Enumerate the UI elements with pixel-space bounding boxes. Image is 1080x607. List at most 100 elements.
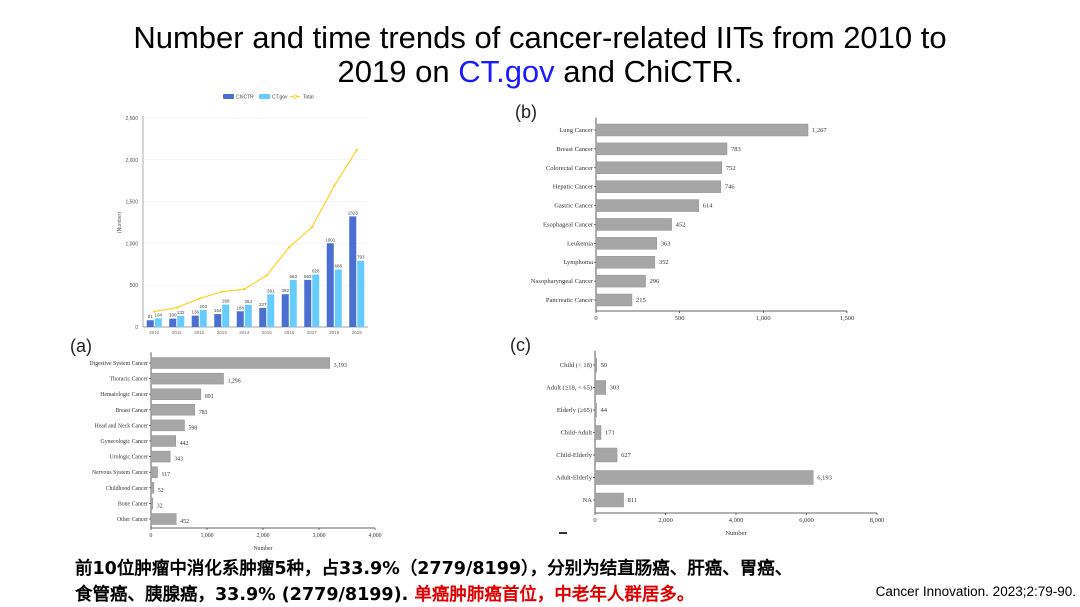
category-label: Gastric Cancer — [554, 203, 594, 210]
panel-label: (c) — [510, 335, 531, 355]
bar — [594, 492, 624, 508]
total-point — [333, 184, 336, 187]
data-label: 203 — [199, 304, 207, 309]
bar — [150, 497, 153, 510]
legend-marker — [292, 94, 297, 99]
bar — [594, 402, 597, 418]
bar — [595, 218, 672, 231]
title-text: and ChiCTR. — [554, 54, 743, 89]
data-label: 1,267 — [812, 127, 827, 134]
x-tick-label: 0 — [150, 533, 153, 539]
x-tick-label: 2013 — [217, 330, 228, 335]
data-label: 215 — [636, 297, 646, 304]
category-label: Digestive System Cancer — [89, 361, 148, 367]
category-label: Colorectal Cancer — [546, 165, 594, 172]
bar — [150, 466, 158, 478]
bar — [595, 161, 723, 174]
total-point — [243, 288, 246, 291]
bar-chictr — [236, 311, 244, 327]
total-point — [310, 226, 313, 229]
summary-line2: 食管癌、胰腺癌，33.9% (2779/8199). 单癌肿肺癌首位，中老年人群… — [75, 581, 694, 606]
x-tick-label: 2012 — [194, 330, 205, 335]
category-label: Hematologic Cancer — [100, 392, 148, 398]
bar-chictr — [191, 315, 199, 327]
category-label: Hepatic Cancer — [553, 184, 594, 191]
data-label: 117 — [162, 472, 171, 478]
category-label: Nasopharyngeal Cancer — [531, 278, 594, 285]
data-label: 136 — [191, 310, 199, 315]
bar-ctgov — [199, 310, 207, 327]
bar-ctgov — [334, 269, 342, 327]
x-tick-label: 2014 — [239, 330, 250, 335]
data-label: 343 — [174, 457, 183, 463]
bar — [595, 123, 809, 137]
x-tick-label: 6,000 — [799, 517, 814, 524]
legend-label: CT.gov — [272, 95, 288, 101]
category-label: Child (< 18) — [560, 362, 592, 369]
slide-title-line1: Number and time trends of cancer-related… — [133, 20, 947, 55]
x-tick-label: 3,000 — [312, 533, 325, 539]
data-label: 563 — [289, 274, 297, 279]
category-label: Other Cancer — [117, 517, 148, 523]
x-tick-label: 2,000 — [256, 533, 269, 539]
bar — [150, 435, 176, 447]
bar-ctgov — [267, 294, 275, 327]
data-label: 296 — [650, 278, 661, 285]
data-label: 452 — [676, 221, 686, 228]
y-tick-label: 2,500 — [125, 116, 138, 122]
y-tick-label: 500 — [130, 283, 139, 289]
summary-highlight: 单癌肿肺癌首位，中老年人群居多。 — [414, 585, 695, 605]
bar — [595, 237, 657, 250]
citation: Cancer Innovation. 2023;2:79-90. — [875, 584, 1076, 599]
y-tick-label: 1,500 — [125, 200, 138, 206]
bar — [594, 425, 602, 440]
category-label: Adult (≥18, < 65) — [546, 385, 592, 392]
category-label: Breast Cancer — [556, 146, 593, 153]
bar — [594, 380, 606, 395]
bar-ctgov — [312, 274, 320, 327]
data-label: 6,193 — [817, 475, 832, 482]
category-label: Esophageal Cancer — [543, 221, 594, 228]
bar — [150, 388, 202, 400]
total-point — [288, 245, 291, 249]
summary-line1: 前10位肿瘤中消化系肿瘤5种，占33.9%（2779/8199），分别为结直肠癌… — [75, 559, 793, 579]
data-label: 793 — [357, 255, 365, 260]
legend-label: Total — [303, 95, 314, 101]
data-label: 1323 — [348, 210, 359, 215]
ctgov-link[interactable]: CT.gov — [458, 54, 555, 89]
bar — [594, 357, 597, 373]
category-label: Child-Elderly — [556, 452, 592, 459]
data-label: 188 — [236, 305, 244, 310]
bar-chictr — [304, 279, 312, 327]
category-label: Pancreatic Cancer — [546, 297, 594, 304]
data-label: 563 — [304, 274, 312, 279]
data-label: 391 — [267, 288, 275, 293]
legend-swatch — [223, 94, 234, 99]
panel-label: (b) — [515, 102, 537, 122]
legend-label: ChiCTR — [236, 95, 254, 101]
data-label: 154 — [214, 308, 222, 313]
bar — [595, 293, 633, 307]
summary-text: 食管癌、胰腺癌，33.9% (2779/8199). — [75, 585, 415, 605]
y-tick-label: 2,000 — [125, 158, 138, 164]
slide-title-line2: 2019 on CT.gov and ChiCTR. — [0, 55, 1080, 88]
bar — [150, 372, 224, 385]
data-label: 628 — [312, 268, 320, 273]
x-tick-label: 2017 — [307, 330, 318, 335]
bar — [595, 142, 728, 156]
bar-chictr — [259, 308, 267, 327]
data-label: 627 — [621, 452, 632, 459]
x-tick-label: 500 — [675, 315, 685, 322]
data-label: 746 — [725, 184, 736, 191]
data-label: 264 — [244, 299, 252, 304]
bar-ctgov — [177, 315, 185, 327]
bar-ctgov — [222, 304, 230, 327]
category-label: Gynecologic Cancer — [101, 439, 149, 445]
data-label: 811 — [628, 497, 638, 504]
data-label: 100 — [169, 313, 177, 318]
total-point — [265, 274, 268, 277]
bar-ctgov — [357, 260, 365, 327]
x-tick-label: 4,000 — [729, 517, 744, 524]
category-label: Elderly (≥65) — [557, 407, 592, 414]
category-label: Childhood Cancer — [106, 486, 148, 492]
